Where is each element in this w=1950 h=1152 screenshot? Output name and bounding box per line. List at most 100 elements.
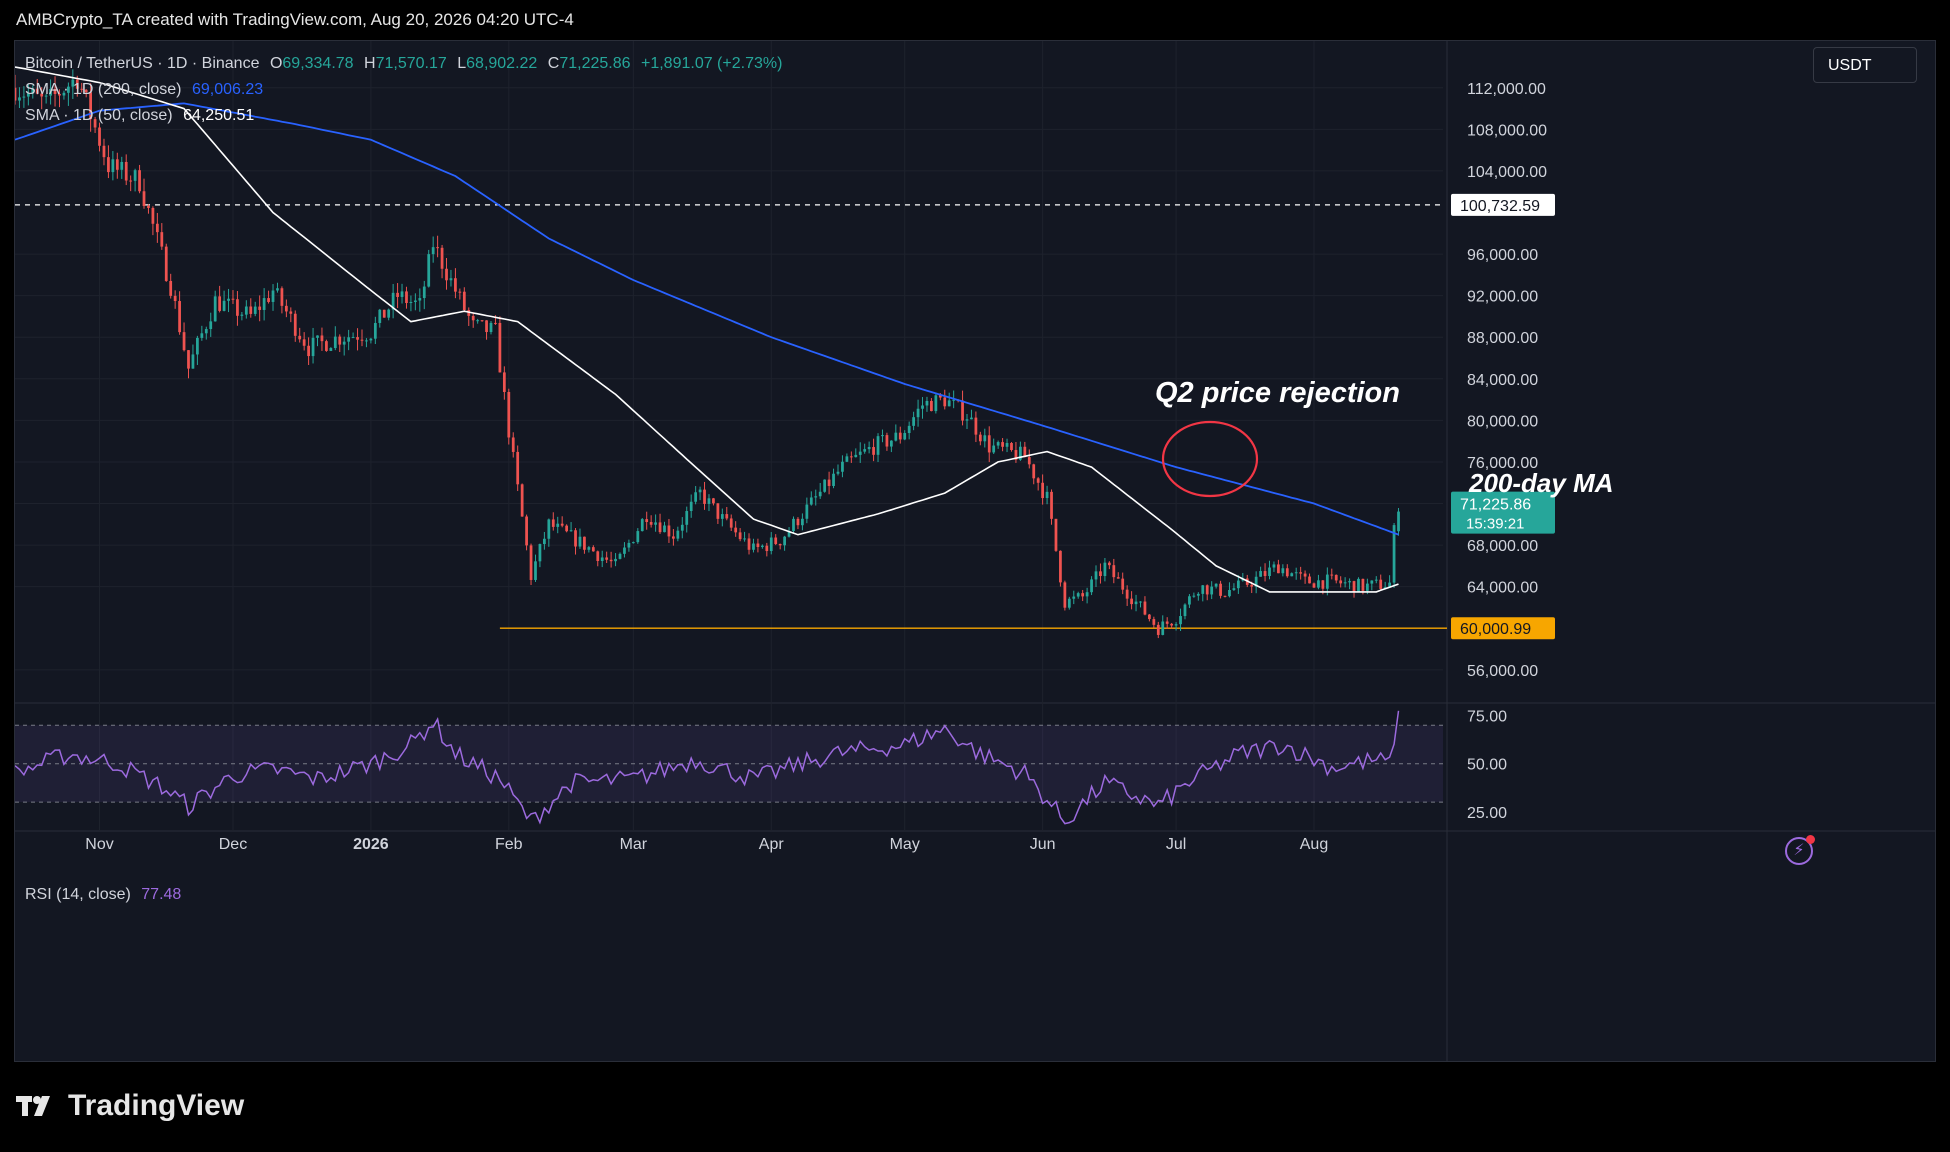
candle-body [1152, 619, 1156, 625]
candle-body [765, 545, 769, 552]
candle-body [316, 335, 319, 338]
candle-body [1156, 624, 1160, 635]
candle-body [583, 536, 586, 550]
close-label: C [547, 55, 560, 72]
candle-body [1014, 450, 1018, 460]
candle-body [1299, 572, 1303, 574]
candle-body [338, 336, 342, 345]
candle-body [418, 298, 422, 301]
chart-panel[interactable]: 112,000.00 108,000.00 104,000.00 96,000.00 9… [14, 40, 1936, 1062]
candle-body [427, 254, 431, 287]
sma50-legend[interactable]: SMA · 1D (50, close) 64,250.51 [25, 103, 782, 129]
candle-body [1023, 446, 1027, 458]
candle-body [284, 305, 288, 312]
candle-body [227, 298, 230, 301]
candle-body [1343, 582, 1347, 584]
candle-body [511, 437, 515, 452]
open-label: O [269, 55, 283, 72]
rsi-legend[interactable]: RSI (14, close) 77.48 [25, 886, 181, 904]
candle-body [93, 119, 97, 128]
candle-body [22, 96, 26, 98]
candle-body [605, 557, 609, 560]
price-tick-label: 64,000.00 [1467, 580, 1538, 597]
candle-body [1210, 586, 1214, 595]
candle-body [1277, 564, 1280, 574]
candle-body [289, 311, 293, 314]
candle-body [454, 278, 457, 292]
candle-body [485, 320, 488, 333]
candle-body [1116, 577, 1120, 579]
candle-body [1188, 596, 1191, 605]
candle-body [115, 159, 119, 170]
candle-body [783, 536, 786, 546]
rsi-line [15, 710, 1400, 825]
candle-body [262, 298, 266, 310]
candle-body [645, 519, 649, 523]
candle-body [996, 442, 1000, 446]
candle-body [378, 309, 382, 323]
candle-body [431, 247, 435, 255]
candle-body [774, 537, 778, 545]
candle-body [409, 301, 413, 303]
lightning-alert-icon[interactable]: ⚡ [1785, 835, 1815, 865]
candle-body [26, 93, 30, 97]
price-chart[interactable]: 112,000.00 108,000.00 104,000.00 96,000.00 9… [15, 41, 1935, 1061]
rsi-tick-label: 75.00 [1467, 709, 1507, 726]
candle-body [351, 337, 355, 339]
candle-body [658, 522, 662, 533]
candle-body [1050, 491, 1053, 519]
candle-body [387, 309, 391, 318]
candle-body [191, 354, 195, 369]
candle-body [298, 335, 302, 340]
candle-body [1161, 621, 1165, 635]
candle-body [31, 88, 35, 94]
change-value: +1,891.07 (+2.73%) [640, 55, 783, 72]
candle-body [360, 339, 364, 341]
candle-body [832, 473, 835, 486]
candle-body [1205, 585, 1209, 595]
price-tick-label: 112,000.00 [1467, 81, 1546, 98]
candle-body [938, 395, 942, 398]
candle-body [173, 295, 177, 302]
candle-body [796, 518, 800, 526]
last-price-tag-bg [1451, 491, 1555, 534]
candle-body [1032, 464, 1036, 479]
candle-body [1130, 598, 1133, 605]
candle-body [129, 180, 133, 182]
candle-body [1285, 568, 1289, 577]
sma200-legend[interactable]: SMA · 1D (200, close) 69,006.23 [25, 77, 782, 103]
candle-body [18, 97, 21, 101]
candle-body [1259, 571, 1262, 577]
candle-body [716, 503, 720, 519]
candle-body [591, 547, 595, 552]
candle-body [253, 306, 257, 314]
close-value: 71,225.86 [559, 55, 631, 72]
candle-body [520, 484, 524, 517]
candle-body [970, 417, 973, 420]
candle-body [689, 501, 693, 512]
candle-body [525, 516, 528, 546]
candle-body [84, 89, 88, 93]
tradingview-logo-icon [16, 1096, 50, 1116]
candle-body [712, 498, 715, 504]
candle-body [516, 451, 520, 485]
candle-body [867, 447, 871, 450]
candle-body [240, 314, 244, 316]
candle-body [1036, 478, 1040, 483]
candle-body [236, 299, 239, 316]
candle-body [1148, 614, 1151, 620]
candle-body [445, 268, 448, 281]
candle-body [614, 558, 617, 562]
candle-body [1072, 596, 1076, 599]
candle-body [413, 300, 417, 302]
candle-body [160, 232, 164, 247]
candle-body [44, 95, 48, 97]
candle-body [480, 320, 484, 322]
currency-unit-button[interactable]: USDT [1813, 47, 1917, 83]
candle-body [40, 93, 44, 97]
candle-body [307, 345, 310, 357]
candle-body [1045, 491, 1049, 499]
candle-body [894, 432, 898, 441]
price-tick-label: 84,000.00 [1467, 372, 1538, 389]
candle-body [1392, 525, 1396, 583]
